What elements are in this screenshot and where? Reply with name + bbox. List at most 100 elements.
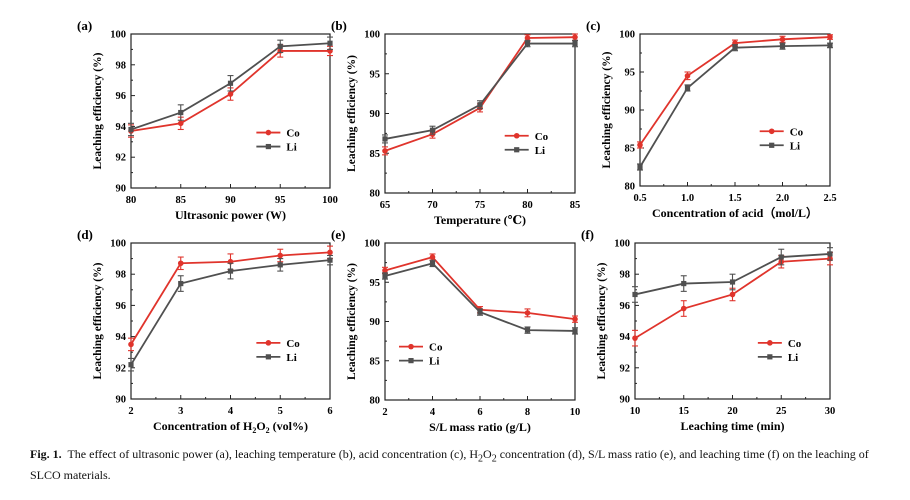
y-tick-label: 95	[370, 69, 381, 80]
panel-label: (b)	[331, 18, 347, 33]
y-tick-label: 100	[619, 30, 635, 41]
x-axis-label: Temperature (℃)	[434, 213, 526, 227]
plot-frame	[384, 242, 576, 401]
x-tick-label: 6	[477, 407, 482, 418]
x-axis-label: Concentration of acid（mol/L）	[652, 205, 818, 220]
x-tick-label: 100	[322, 195, 338, 206]
legend: Co Li	[399, 342, 443, 368]
legend-label: Co	[788, 338, 802, 350]
series-line-li	[639, 44, 831, 168]
x-tick-label: 6	[327, 406, 332, 417]
x-tick-label: 10	[570, 407, 581, 418]
legend-label: Li	[429, 356, 439, 368]
x-tick-label: 10	[630, 406, 641, 417]
legend-label: Co	[429, 342, 443, 354]
legend-label: Li	[535, 145, 545, 157]
legend: Co Li	[504, 131, 549, 157]
legend-label: Li	[286, 142, 296, 154]
x-axis-label: S/L mass ratio (g/L)	[429, 420, 531, 434]
plot-frame	[639, 33, 831, 187]
legend-marker	[408, 343, 414, 350]
y-tick-label: 100	[364, 239, 380, 250]
data-point-co	[382, 148, 388, 154]
data-point-co	[572, 316, 578, 322]
x-tick-label: 2.5	[823, 193, 836, 204]
data-point-li	[681, 280, 687, 287]
data-point-li	[227, 268, 234, 274]
data-point-co	[779, 36, 786, 43]
data-point-co	[684, 73, 691, 79]
x-tick-label: 2	[128, 406, 133, 417]
y-tick-label: 96	[620, 301, 631, 312]
x-tick-label: 90	[225, 195, 236, 206]
data-point-li	[729, 279, 736, 285]
x-tick-label: 85	[176, 195, 187, 206]
x-tick-label: 2.0	[776, 193, 789, 204]
data-point-li	[128, 362, 134, 368]
data-point-li	[684, 85, 691, 91]
y-axis-label: Leaching efficiency (%)	[601, 51, 613, 168]
data-point-co	[177, 120, 184, 127]
y-tick-label: 95	[370, 278, 381, 289]
legend-label: Co	[790, 126, 804, 138]
panel-label: (d)	[77, 227, 93, 242]
y-axis-label: Leaching efficiency (%)	[92, 262, 104, 379]
y-tick-label: 90	[625, 106, 636, 117]
x-axis-label: Ultrasonic power (W)	[175, 208, 286, 222]
y-axis-label: Leaching efficiency (%)	[346, 55, 358, 172]
data-point-li	[732, 45, 738, 51]
y-tick-label: 85	[625, 144, 636, 155]
y-tick-label: 90	[620, 395, 631, 406]
caption-sub: 2	[478, 453, 484, 465]
legend-marker	[265, 340, 272, 346]
legend-marker	[767, 354, 773, 360]
data-point-co	[637, 142, 643, 148]
data-point-li	[277, 262, 283, 268]
y-tick-label: 80	[625, 182, 636, 193]
legend-marker	[768, 128, 775, 135]
x-tick-label: 75	[475, 200, 486, 211]
legend-label: Li	[790, 140, 800, 152]
panel-label: (a)	[77, 18, 92, 33]
plot-frame	[130, 33, 331, 189]
y-axis-label: Leaching efficiency (%)	[596, 262, 608, 379]
plot-frame	[384, 33, 576, 194]
data-point-co	[632, 335, 638, 341]
x-tick-label: 80	[126, 195, 137, 206]
data-point-li	[827, 251, 833, 257]
x-axis-label: Concentration of H2O2 (vol%)	[153, 419, 308, 435]
legend: Co Li	[757, 338, 802, 364]
y-tick-label: 94	[116, 332, 127, 343]
x-tick-label: 15	[679, 406, 690, 417]
x-tick-label: 2	[382, 407, 387, 418]
panel-label: (e)	[331, 227, 345, 242]
chart-panel-3: (c) 0.5 1.0 1.5 2.0 2.5 80 85 90 95 100 Concentrati…	[586, 18, 837, 220]
data-point-li	[477, 102, 483, 108]
y-tick-label: 80	[370, 189, 381, 200]
x-tick-label: 4	[228, 406, 234, 417]
data-point-li	[382, 136, 388, 142]
legend-label: Li	[286, 352, 296, 364]
series-line-li	[384, 262, 576, 332]
legend: Co Li	[256, 128, 300, 154]
caption-sub-2: 2	[491, 453, 497, 465]
y-axis-label: Leaching efficiency (%)	[92, 52, 104, 169]
legend-marker	[514, 147, 520, 153]
legend-marker	[513, 132, 520, 139]
caption-text-3: concentration (d), S/L mass ratio (e), a…	[30, 447, 869, 483]
y-tick-label: 92	[116, 363, 127, 374]
chart-panel-4: (d) 2 3 4 5 6 90 92 94 96 98 100 Concentration of H2…	[77, 227, 333, 435]
data-point-li	[524, 327, 531, 333]
y-tick-label: 96	[116, 91, 127, 102]
data-point-li	[327, 257, 333, 263]
y-tick-label: 85	[370, 149, 381, 160]
data-point-li	[128, 126, 134, 133]
data-point-co	[429, 254, 436, 260]
chart-panel-1: (a) 80 85 90 95 100 90 92 94 96 98 100 Ultrasonic po…	[77, 18, 338, 222]
caption-label: Fig. 1.	[30, 447, 62, 461]
data-point-li	[382, 273, 388, 279]
y-tick-label: 100	[110, 30, 126, 41]
y-tick-label: 90	[370, 317, 381, 328]
data-point-co	[327, 249, 333, 256]
